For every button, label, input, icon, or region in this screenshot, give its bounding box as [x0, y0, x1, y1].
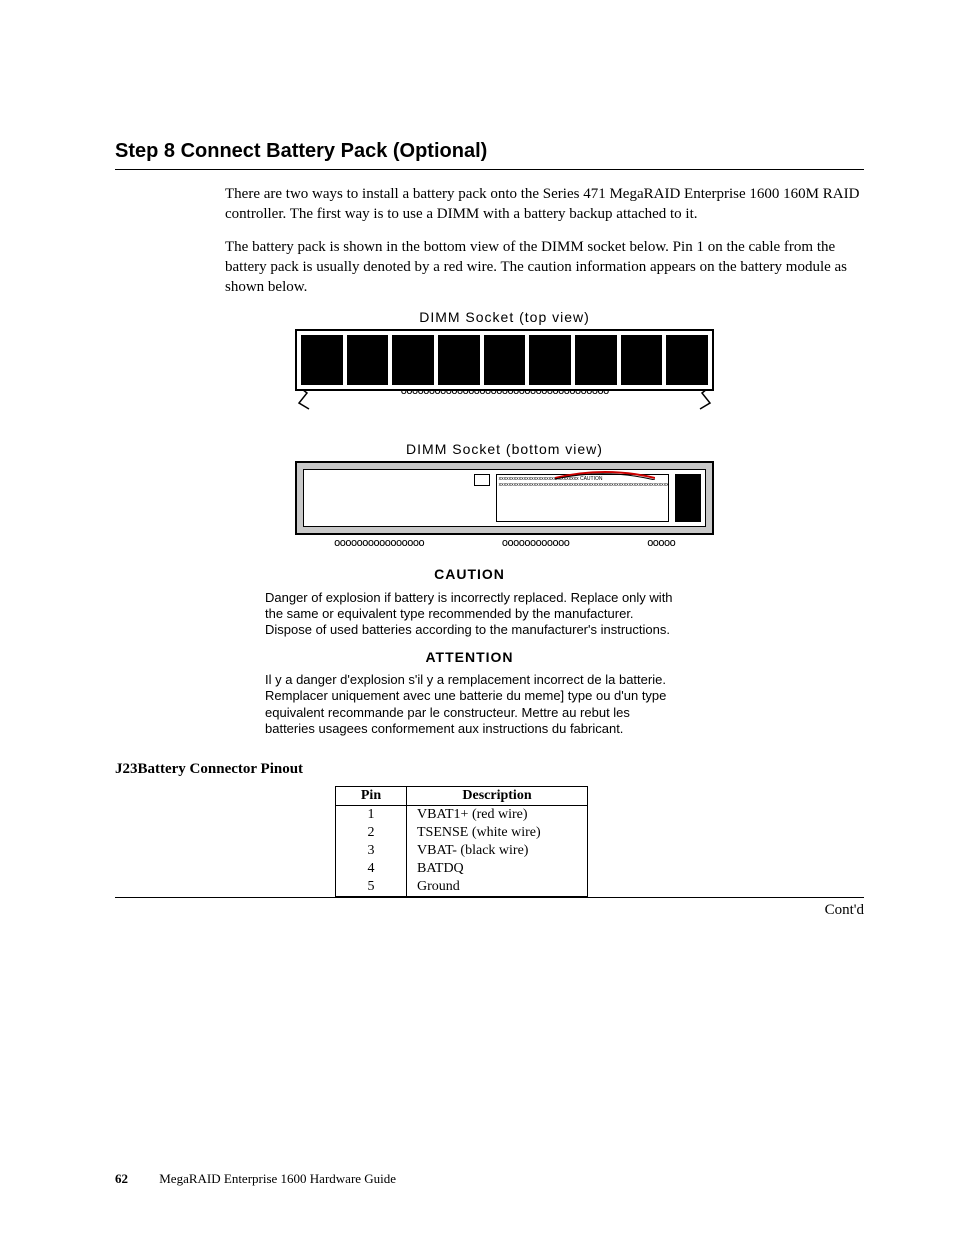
footer-doc-title: MegaRAID Enterprise 1600 Hardware Guide — [159, 1171, 396, 1186]
table-cell: VBAT1+ (red wire) — [407, 806, 588, 825]
table-row: 5Ground — [336, 878, 588, 897]
dimm-chip — [392, 335, 434, 385]
pinout-table: Pin Description 1VBAT1+ (red wire)2TSENS… — [335, 786, 588, 897]
dimm-chip — [666, 335, 708, 385]
table-cell: VBAT- (black wire) — [407, 842, 588, 860]
step-heading: Step 8 Connect Battery Pack (Optional) — [115, 140, 864, 163]
table-cell: 1 — [336, 806, 407, 825]
dimm-chip — [438, 335, 480, 385]
table-row: 2TSENSE (white wire) — [336, 824, 588, 842]
continued-label: Cont'd — [115, 902, 864, 919]
table-cell: 3 — [336, 842, 407, 860]
dimm-chip — [529, 335, 571, 385]
table-cell: 2 — [336, 824, 407, 842]
dimm-chip — [575, 335, 617, 385]
pin-group-a: oooooooooooooooo — [334, 537, 424, 548]
red-wire-icon — [555, 470, 655, 480]
caution-title-fr: ATTENTION — [265, 649, 674, 667]
pinout-subheading: J23Battery Connector Pinout — [115, 761, 864, 778]
intro-paragraph-2: The battery pack is shown in the bottom … — [225, 237, 864, 298]
pin-group-b: oooooooooooo — [502, 537, 569, 548]
pin-group-c: ooooo — [647, 537, 675, 548]
table-bottom-rule — [115, 897, 864, 898]
dimm-chip — [301, 335, 343, 385]
table-row: 4BATDQ — [336, 860, 588, 878]
dimm-socket-top — [295, 329, 714, 391]
caution-text-fr: Il y a danger d'explosion s'il y a rempl… — [265, 672, 674, 737]
table-cell: BATDQ — [407, 860, 588, 878]
caution-title-en: CAUTION — [265, 566, 674, 584]
battery-caution-sticker: xxxxxxxxxxxxxxxxxxxxxxxxxxxxxxxx CAUTION… — [496, 474, 669, 522]
page-number: 62 — [115, 1171, 128, 1186]
table-cell: Ground — [407, 878, 588, 897]
intro-paragraph-1: There are two ways to install a battery … — [225, 184, 864, 225]
col-description: Description — [407, 787, 588, 806]
page-footer: 62 MegaRAID Enterprise 1600 Hardware Gui… — [115, 1171, 396, 1187]
table-row: 1VBAT1+ (red wire) — [336, 806, 588, 825]
dimm-chip — [484, 335, 526, 385]
dimm-chip — [621, 335, 663, 385]
table-cell: TSENSE (white wire) — [407, 824, 588, 842]
dimm-bottom-pins: oooooooooooooooo oooooooooooo ooooo — [295, 537, 714, 548]
table-cell: 4 — [336, 860, 407, 878]
dimm-top-label: DIMM Socket (top view) — [295, 309, 714, 325]
caution-block: CAUTION Danger of explosion if battery i… — [265, 566, 674, 737]
dimm-chip — [347, 335, 389, 385]
side-chip — [675, 474, 701, 522]
caution-text-en: Danger of explosion if battery is incorr… — [265, 590, 674, 639]
dimm-socket-bottom: xxxxxxxxxxxxxxxxxxxxxxxxxxxxxxxx CAUTION… — [295, 461, 714, 535]
dimm-diagram: DIMM Socket (top view) ooooooooooooooooo… — [295, 309, 714, 737]
table-row: 3VBAT- (black wire) — [336, 842, 588, 860]
dimm-bottom-label: DIMM Socket (bottom view) — [295, 441, 714, 457]
col-pin: Pin — [336, 787, 407, 806]
table-cell: 5 — [336, 878, 407, 897]
heading-rule — [115, 169, 864, 170]
